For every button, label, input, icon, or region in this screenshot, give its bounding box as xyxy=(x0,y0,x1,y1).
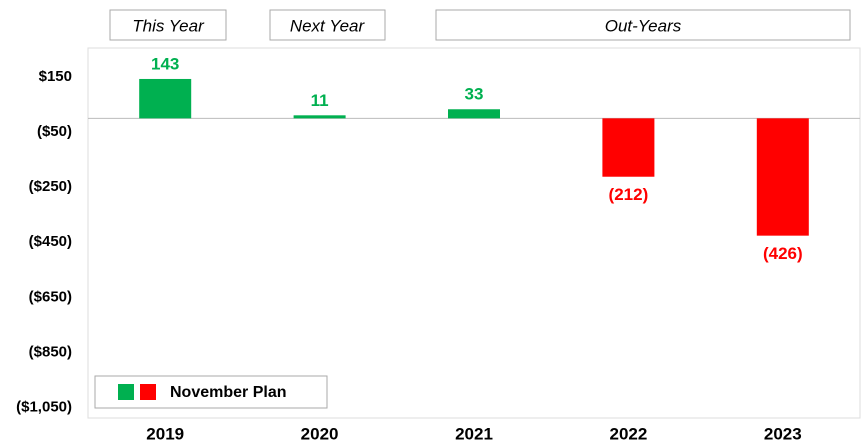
bar xyxy=(139,78,192,119)
value-label: (426) xyxy=(763,244,803,263)
y-tick-label: ($650) xyxy=(29,288,72,305)
bar xyxy=(756,118,809,236)
period-label: Out-Years xyxy=(605,16,682,35)
x-tick-label: 2020 xyxy=(301,424,339,443)
x-tick-label: 2022 xyxy=(609,424,647,443)
bar xyxy=(293,115,346,119)
value-label: 11 xyxy=(311,91,329,110)
x-tick-label: 2023 xyxy=(764,424,802,443)
y-tick-label: ($1,050) xyxy=(16,398,72,415)
legend-label: November Plan xyxy=(170,384,286,401)
y-tick-label: ($450) xyxy=(29,233,72,250)
y-tick-label: ($850) xyxy=(29,343,72,360)
period-box xyxy=(269,9,386,41)
x-tick-label: 2021 xyxy=(455,424,493,443)
y-tick-label: $150 xyxy=(39,68,72,85)
period-box xyxy=(109,9,227,41)
legend-swatch xyxy=(118,384,134,400)
bar xyxy=(448,109,500,119)
bar xyxy=(602,118,655,177)
y-tick-label: ($50) xyxy=(37,123,72,140)
period-box xyxy=(435,9,851,41)
period-label: Next Year xyxy=(290,16,366,35)
x-tick-label: 2019 xyxy=(146,424,184,443)
legend-swatch xyxy=(140,384,156,400)
value-label: 143 xyxy=(151,54,179,73)
y-tick-label: ($250) xyxy=(29,178,72,195)
period-label: This Year xyxy=(132,16,205,35)
value-label: (212) xyxy=(609,185,649,204)
plot-area xyxy=(87,47,861,419)
value-label: 33 xyxy=(465,85,484,104)
